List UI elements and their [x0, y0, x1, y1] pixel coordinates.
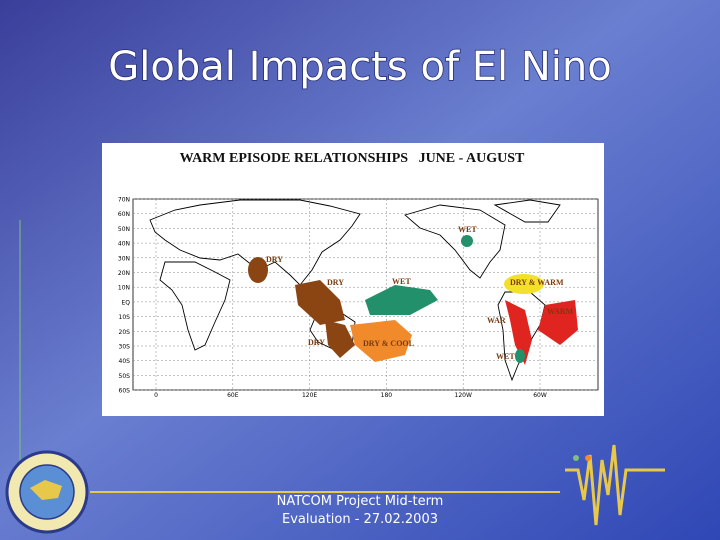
region-label: WARM: [547, 307, 574, 316]
region-label: DRY: [308, 338, 325, 347]
lat-label: 60N: [118, 211, 130, 218]
lat-label: 50N: [118, 226, 130, 233]
region-shape: [350, 320, 412, 362]
region-label: WET: [496, 352, 515, 361]
region-label: DRY: [266, 255, 283, 264]
lon-label: 120E: [302, 392, 317, 399]
lat-label: 60S: [119, 388, 131, 395]
lat-label: 40S: [119, 358, 131, 365]
region-label: WET: [458, 225, 477, 234]
region-shape: [295, 280, 345, 325]
map-figure: WARM EPISODE RELATIONSHIPS JUNE - AUGUST…: [102, 143, 604, 416]
lat-label: 50S: [119, 373, 131, 380]
footer-line: NATCOM Project Mid-term: [277, 494, 444, 509]
lat-label: 40N: [118, 241, 130, 248]
slide-title: Global Impacts of El Nino: [108, 44, 611, 90]
lat-label: 70N: [118, 197, 130, 204]
region-label: DRY: [327, 278, 344, 287]
footer-line: Evaluation - 27.02.2003: [282, 512, 438, 527]
region-shape: [515, 349, 525, 363]
lon-label: 60W: [533, 392, 547, 399]
lon-label: 0: [154, 392, 158, 399]
region-label: WET: [392, 277, 411, 286]
region-shape: [325, 320, 355, 358]
lat-label: 20S: [119, 329, 131, 336]
lat-label: 30S: [119, 344, 131, 351]
region-label: WAR: [487, 316, 506, 325]
lat-label: 20N: [118, 270, 130, 277]
region-shape: [504, 274, 544, 294]
lat-label: 30N: [118, 255, 130, 262]
region-shape: [538, 300, 578, 345]
map-labels: DRY WET DRY WET DRY & WARM WARM WAR DRY DRY & CO…: [266, 225, 574, 361]
map-title: WARM EPISODE RELATIONSHIPS JUNE - AUGUST: [180, 151, 525, 166]
lon-label: 120W: [455, 392, 472, 399]
region-shape: [505, 300, 532, 365]
region-shape: [365, 285, 438, 315]
seismograph-decor: [565, 444, 665, 526]
region-label: DRY & COOL: [363, 339, 414, 348]
impact-regions: [248, 235, 578, 365]
lon-label: 60E: [227, 392, 239, 399]
region-shape: [461, 235, 473, 247]
continents: [149, 199, 561, 382]
logo: [5, 450, 89, 534]
lat-label: EQ: [121, 299, 130, 306]
map-grid: 70N 60N 50N 40N 30N 20N 10N EQ 10S 20S 30S 40S 50S 60…: [118, 197, 598, 399]
region-shape: [248, 257, 268, 283]
lat-label: 10S: [119, 314, 131, 321]
lon-label: 180: [381, 392, 393, 399]
region-label: DRY & WARM: [510, 278, 564, 287]
lat-label: 10N: [118, 285, 130, 292]
